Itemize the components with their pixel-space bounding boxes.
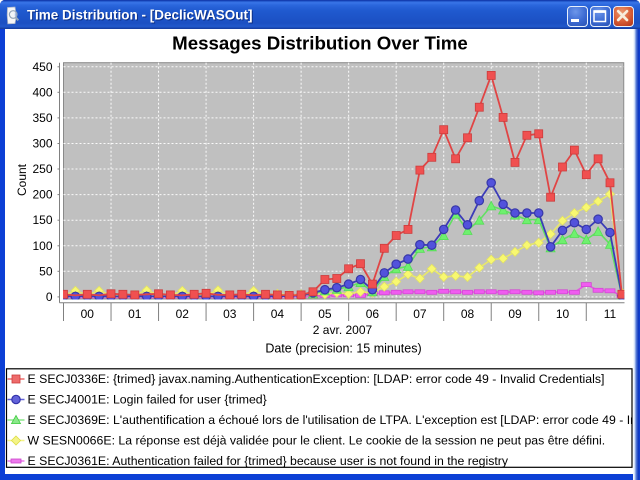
svg-text:350: 350: [32, 111, 52, 125]
svg-text:E SECJ4001E: Login failed for: E SECJ4001E: Login failed for user {trim…: [28, 393, 267, 407]
svg-text:08: 08: [461, 307, 475, 321]
svg-text:E SECJ0369E: L'authentificatio: E SECJ0369E: L'authentification a échoué…: [28, 413, 640, 427]
svg-text:06: 06: [366, 307, 380, 321]
svg-text:250: 250: [32, 162, 52, 176]
svg-text:Time Distribution - [DeclicWAS: Time Distribution - [DeclicWASOut]: [28, 9, 254, 24]
svg-text:11: 11: [604, 307, 617, 321]
svg-text:09: 09: [508, 307, 522, 321]
svg-text:0: 0: [46, 290, 53, 304]
svg-text:Date (precision: 15 minutes): Date (precision: 15 minutes): [265, 342, 421, 356]
svg-text:2 avr. 2007: 2 avr. 2007: [313, 323, 373, 337]
svg-text:00: 00: [81, 307, 95, 321]
svg-text:Messages Distribution Over Tim: Messages Distribution Over Time: [172, 33, 468, 54]
svg-text:200: 200: [32, 188, 52, 202]
svg-text:300: 300: [32, 137, 52, 151]
svg-text:Time Distribution - [DeclicWAS: Time Distribution - [DeclicWASOut]: [27, 8, 253, 23]
svg-text:100: 100: [32, 239, 52, 253]
svg-text:07: 07: [413, 307, 427, 321]
svg-text:E SECJ0336E: {trimed} javax.na: E SECJ0336E: {trimed} javax.naming.Authe…: [28, 372, 605, 386]
svg-text:04: 04: [271, 307, 285, 321]
svg-text:W SESN0066E: La réponse est dé: W SESN0066E: La réponse est déjà validée…: [28, 434, 606, 448]
svg-text:400: 400: [32, 85, 52, 99]
svg-text:450: 450: [32, 60, 52, 74]
svg-text:01: 01: [128, 307, 142, 321]
svg-text:E SECJ0361E: Authentication fa: E SECJ0361E: Authentication failed for {…: [28, 454, 509, 468]
svg-text:10: 10: [556, 307, 570, 321]
svg-text:02: 02: [176, 307, 190, 321]
svg-text:05: 05: [318, 307, 332, 321]
svg-text:Count: Count: [15, 163, 29, 196]
svg-text:50: 50: [39, 264, 53, 278]
svg-text:03: 03: [223, 307, 237, 321]
svg-text:150: 150: [32, 213, 52, 227]
